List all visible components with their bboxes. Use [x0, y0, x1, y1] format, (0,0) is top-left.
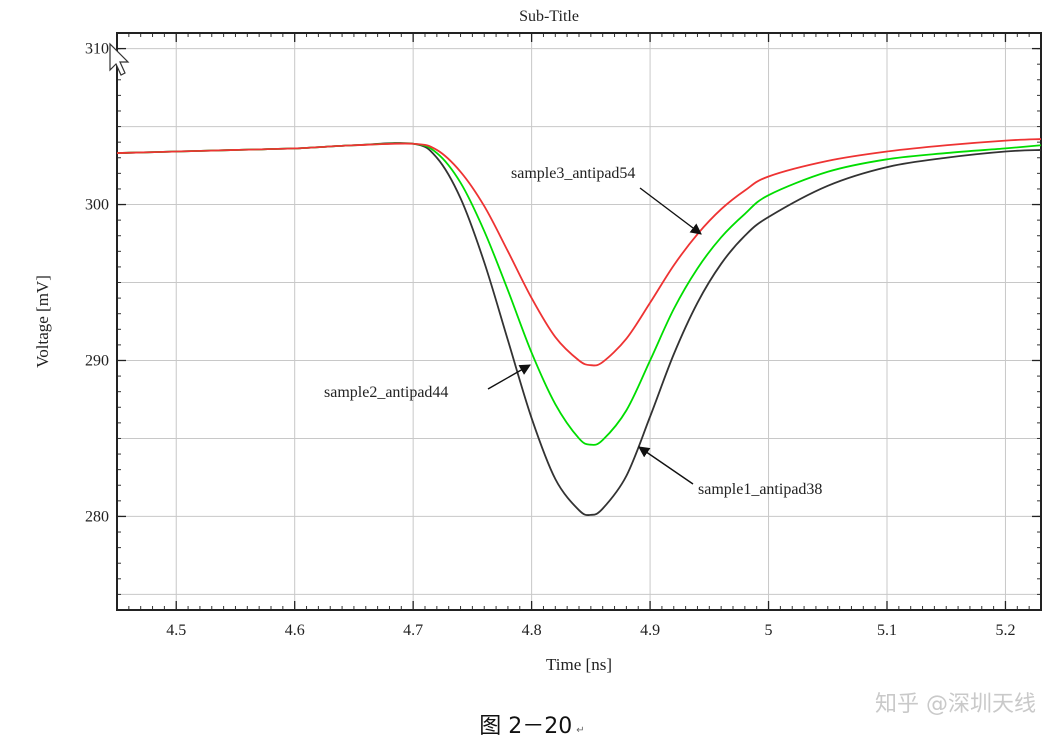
annotation-arrow	[638, 446, 694, 485]
y-tick-label: 280	[85, 508, 109, 525]
x-tick-label: 4.9	[640, 622, 660, 639]
y-axis-label: Voltage [mV]	[33, 275, 52, 368]
y-tick-label: 310	[85, 41, 109, 58]
plot-frame	[116, 32, 1042, 611]
x-tick-label: 5	[765, 622, 773, 639]
figure-caption: 图 2－20 ↵	[0, 708, 1064, 740]
annotation-arrow	[487, 364, 531, 390]
mouse-cursor-icon	[109, 42, 130, 76]
watermark-text: 知乎 @深圳天线	[875, 692, 1036, 717]
x-tick-label: 4.8	[522, 622, 542, 639]
annotation-arrow	[639, 187, 702, 235]
x-tick-label: 4.6	[285, 622, 305, 639]
paragraph-mark-icon: ↵	[576, 725, 585, 736]
x-tick-label: 4.7	[403, 622, 423, 639]
annotation-label: sample3_antipad54	[511, 165, 635, 182]
x-tick-label: 5.1	[877, 622, 897, 639]
series-line-sample3_antipad54	[116, 138, 1042, 367]
plot-area	[117, 33, 1041, 610]
y-tick-label: 290	[85, 352, 109, 369]
chart-title: Sub-Title	[519, 8, 579, 25]
annotation-label: sample2_antipad44	[324, 384, 448, 401]
x-tick-label: 5.2	[995, 622, 1015, 639]
x-axis-label: Time [ns]	[546, 655, 612, 674]
annotation-label: sample1_antipad38	[698, 481, 822, 498]
y-tick-label: 300	[85, 197, 109, 214]
caption-text: 图 2－20	[479, 714, 573, 739]
x-tick-label: 4.5	[166, 622, 186, 639]
line-chart: 4.5 4.6 4.7 4.8 4.9 5 5.1 5.2 280 290 300 310 Sub-Ti…	[33, 8, 1042, 674]
